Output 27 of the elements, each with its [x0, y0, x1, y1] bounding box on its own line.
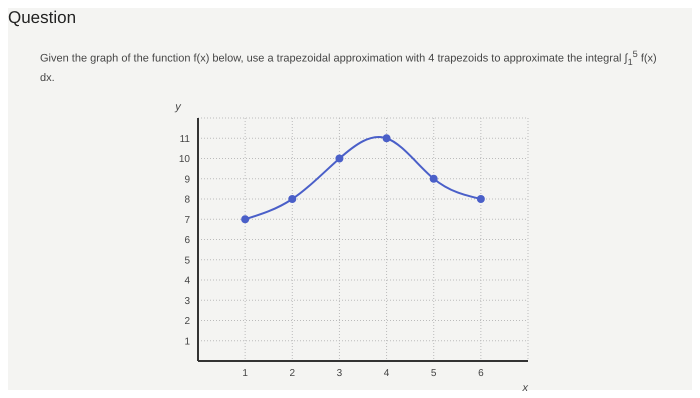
x-tick-label: 6: [478, 368, 484, 379]
x-tick-label: 5: [430, 368, 437, 379]
y-tick-label: 5: [184, 255, 190, 266]
point: [288, 194, 296, 203]
point: [241, 215, 250, 224]
y-tick-label: 4: [184, 275, 190, 286]
y-tick-label: 11: [180, 134, 190, 145]
x-tick-label: 1: [242, 368, 248, 379]
y-tick-label: 1: [184, 336, 190, 348]
x-tick-label: 4: [384, 368, 390, 379]
x-axis-title: x: [522, 382, 528, 394]
x-tick-label: 3: [336, 368, 343, 379]
text: Question: [8, 8, 78, 28]
y-tick-label: 9: [184, 174, 190, 186]
point: [430, 174, 438, 183]
y-tick-label: 7: [184, 214, 190, 226]
point: [476, 194, 485, 203]
y-tick-label: 10: [178, 154, 190, 165]
point: [382, 134, 391, 142]
y-tick-label: 8: [184, 194, 190, 206]
y-tick-label: 3: [184, 296, 190, 307]
y-tick-label: 2: [184, 316, 190, 327]
y-tick-label: 6: [184, 234, 190, 246]
point: [335, 154, 344, 162]
y-axis-title: y: [174, 100, 182, 113]
text: Given the graph of the function f(x) below, use a trapezoidal approximation with 4 trapezoids to approximate the integral ∫$_{1}$$^{5}$ f(x) dx.: [40, 49, 657, 84]
x-tick-label: 2: [290, 368, 296, 379]
